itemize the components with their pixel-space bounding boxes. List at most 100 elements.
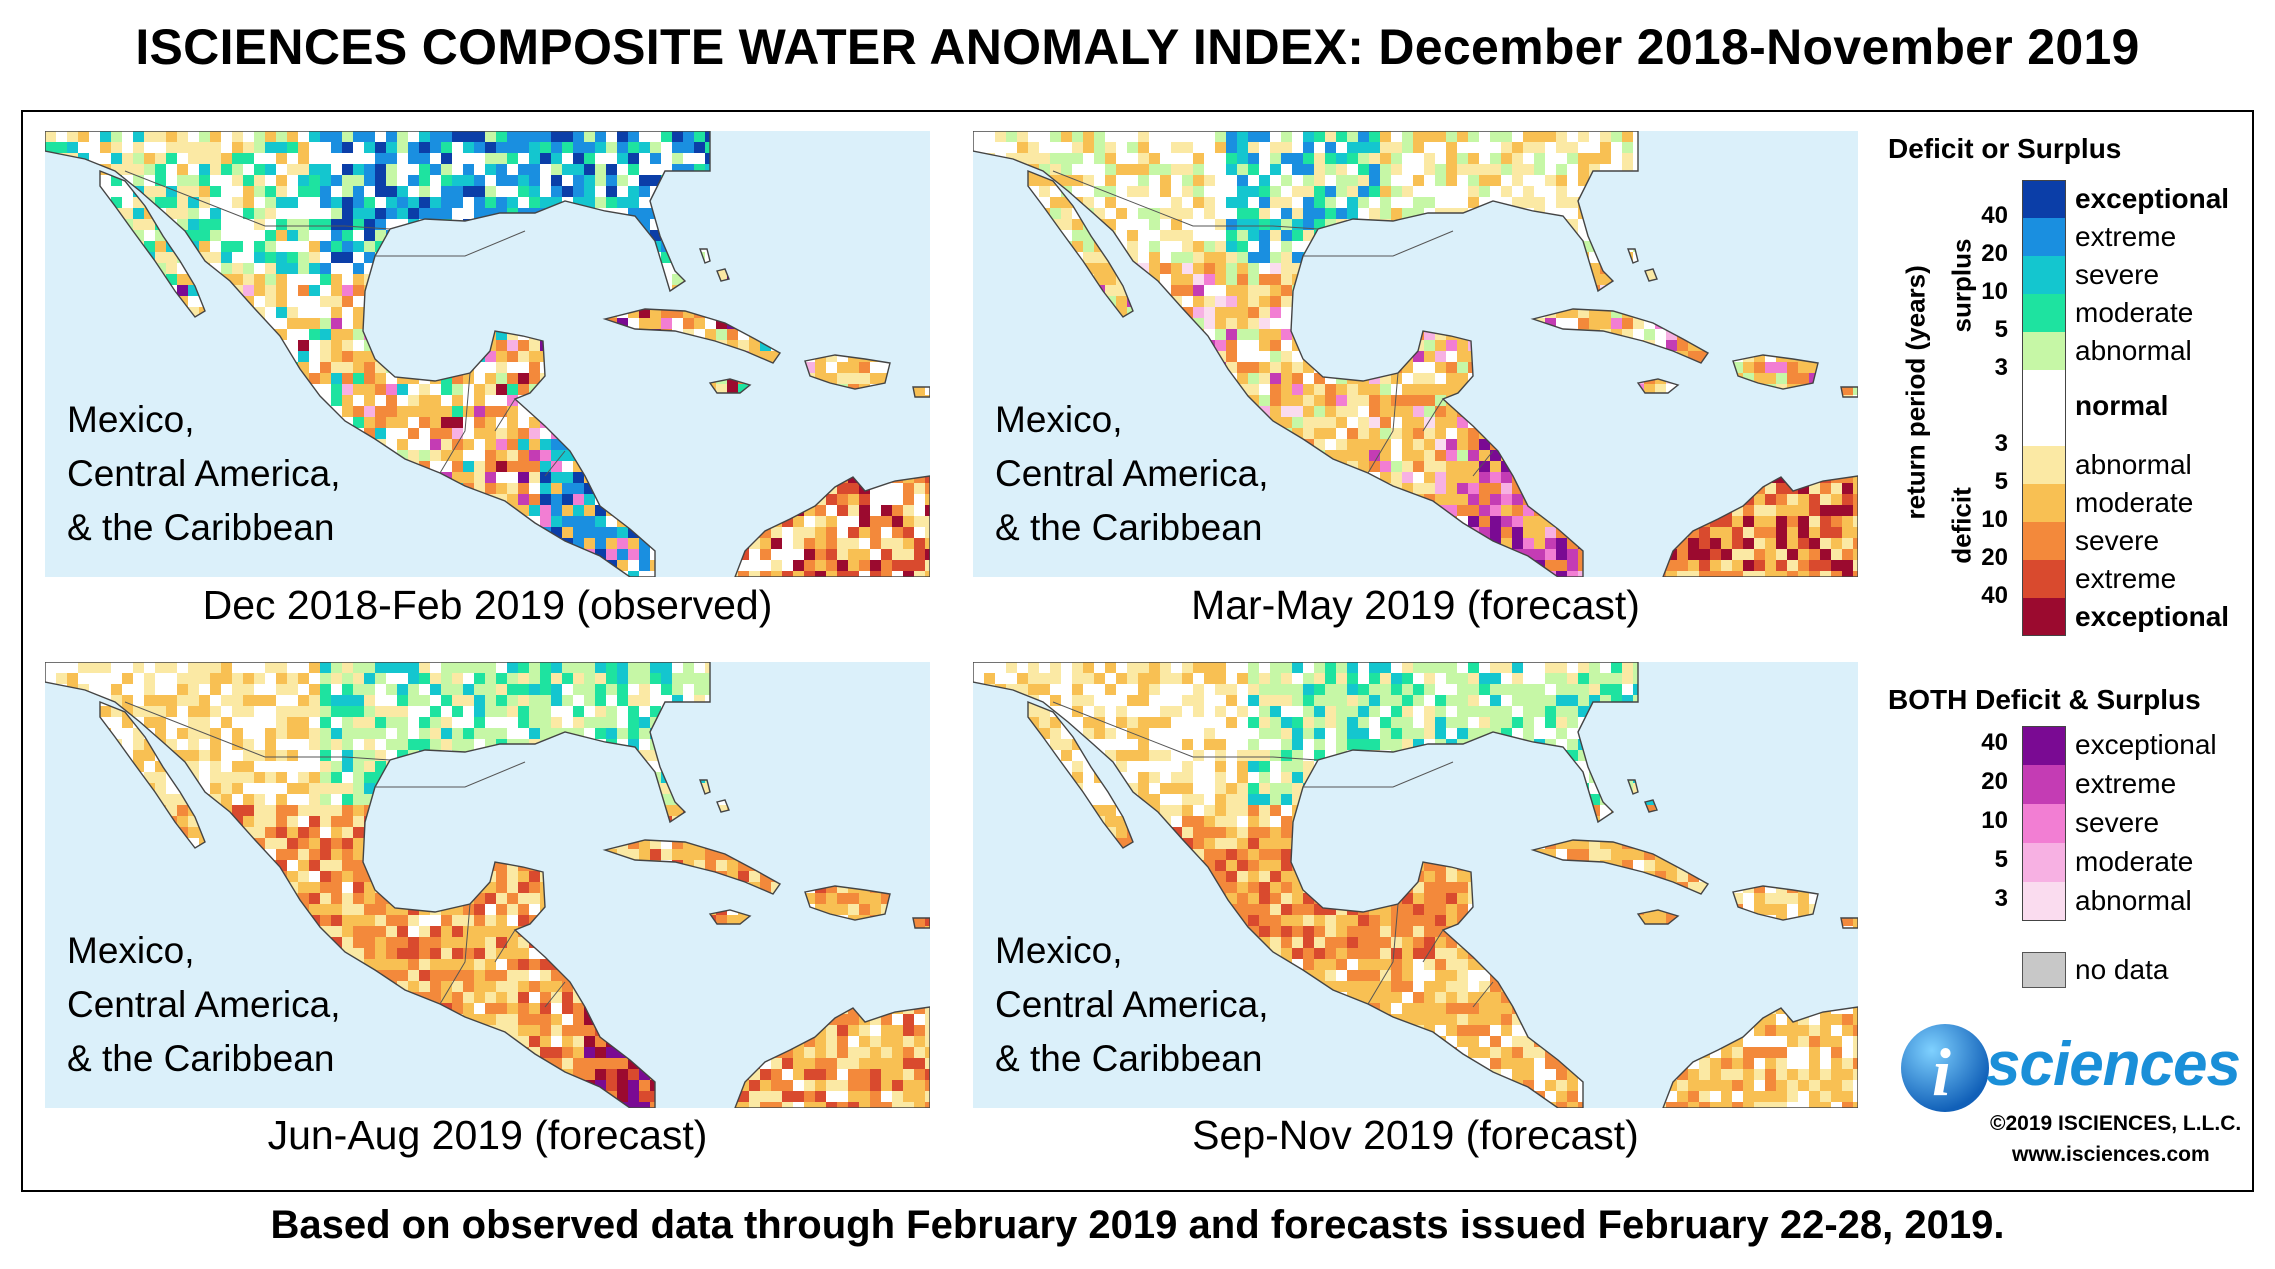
coastline	[708, 378, 752, 394]
coastline	[1662, 475, 1858, 577]
map-panel-jun-aug: Mexico, Central America, & the Caribbean	[45, 662, 930, 1108]
coastline	[1840, 386, 1858, 398]
border-line	[1052, 170, 1319, 230]
legend-both-outline	[2022, 726, 2066, 921]
legend-label-both-exceptional: exceptional	[2075, 729, 2217, 760]
legend-tick-surplus-40: 40	[1981, 202, 2008, 229]
copyright: ©2019 ISCIENCES, L.L.C.	[1990, 1112, 2242, 1135]
legend-label-surplus-exceptional: exceptional	[2075, 183, 2230, 214]
legend-swatch-deficit-moderate	[2022, 484, 2066, 522]
panel-caption-dec-feb: Dec 2018-Feb 2019 (observed)	[202, 582, 773, 628]
legend-tick-deficit-5: 5	[1994, 468, 2008, 495]
page-title: ISCIENCES COMPOSITE WATER ANOMALY INDEX:…	[135, 19, 2140, 75]
legend-label-deficit-extreme: extreme	[2075, 563, 2177, 594]
coastline	[734, 1006, 930, 1108]
coastline	[708, 909, 752, 925]
map-region-label: Mexico, Central America, & the Caribbean	[995, 930, 1269, 1079]
map-panel-mar-may: Mexico, Central America, & the Caribbean	[973, 131, 1858, 577]
border-line	[1052, 701, 1319, 761]
map-canvas	[973, 662, 1858, 1108]
no-data-swatch	[2022, 952, 2066, 988]
border-line	[1303, 761, 1454, 788]
coastline	[804, 885, 891, 921]
coastline	[1644, 799, 1658, 813]
coastline	[45, 131, 711, 577]
legend-label-both-abnormal: abnormal	[2075, 885, 2192, 916]
legend-swatch-surplus-moderate	[2022, 294, 2066, 332]
coastline	[99, 700, 206, 849]
map-region-label: Mexico, Central America, & the Caribbean	[67, 930, 341, 1079]
coastline	[912, 386, 930, 398]
legend-swatch-surplus-abnormal	[2022, 332, 2066, 370]
border-line	[494, 929, 516, 963]
legend-tick-surplus-5: 5	[1994, 316, 2008, 343]
legend-swatch-surplus-exceptional	[2022, 180, 2066, 218]
no-data-label: no data	[2075, 954, 2169, 985]
website-url[interactable]: www.isciences.com	[2012, 1143, 2210, 1166]
legend-tick-deficit-20: 20	[1981, 544, 2008, 571]
coastline	[1732, 885, 1819, 921]
coastline	[1732, 354, 1819, 390]
border-line	[1422, 929, 1444, 963]
logo-text: sciences	[1986, 1030, 2241, 1099]
border-line	[1422, 398, 1444, 432]
legend-tick-both-10: 10	[1981, 807, 2008, 834]
border-line	[1472, 450, 1494, 477]
legend-tick-deficit-3: 3	[1994, 430, 2008, 457]
legend-tick-deficit-40: 40	[1981, 582, 2008, 609]
legend-label-surplus-abnormal: abnormal	[2075, 335, 2192, 366]
legend-swatch-deficit-exceptional	[2022, 598, 2066, 636]
legend-swatch-deficit-severe	[2022, 522, 2066, 560]
legend-label-deficit-exceptional: exceptional	[2075, 601, 2230, 632]
coastline	[716, 268, 730, 282]
footer-note: Based on observed data through February …	[270, 1203, 2005, 1247]
return-period-axis-label: return period (years)	[1900, 265, 1931, 520]
legend-label-both-extreme: extreme	[2075, 768, 2177, 799]
map-canvas	[45, 131, 930, 577]
coastline	[716, 799, 730, 813]
legend-swatch-both-abnormal	[2022, 882, 2066, 921]
border-line	[124, 701, 391, 761]
border-line	[439, 903, 471, 1005]
border-line	[375, 761, 526, 788]
legend-tick-both-5: 5	[1994, 846, 2008, 873]
coastline	[734, 475, 930, 577]
panel-caption-mar-may: Mar-May 2019 (forecast)	[1191, 582, 1640, 628]
coastline	[1636, 909, 1680, 925]
legend-tick-both-3: 3	[1994, 885, 2008, 912]
legend-swatch-normal	[2022, 370, 2066, 446]
border-line	[1367, 372, 1399, 474]
map-region-label: Mexico, Central America, & the Caribbean	[995, 399, 1269, 548]
legend-swatch-deficit-abnormal	[2022, 446, 2066, 484]
border-line	[375, 230, 526, 257]
map-panel-sep-nov: Mexico, Central America, & the Caribbean	[973, 662, 1858, 1108]
coastline	[1840, 917, 1858, 929]
legend-label-deficit-severe: severe	[2075, 525, 2160, 556]
coastline	[99, 169, 206, 318]
map-canvas	[45, 662, 930, 1108]
coastline	[45, 662, 711, 1108]
legend-swatch-both-severe	[2022, 804, 2066, 843]
legend-label-normal: normal	[2075, 390, 2169, 421]
coastline	[1627, 248, 1639, 264]
legend-title-deficit-surplus: Deficit or Surplus	[1888, 133, 2122, 164]
figure-frame	[21, 110, 2254, 1192]
coastline	[1627, 779, 1639, 795]
map-panel-dec-feb: Mexico, Central America, & the Caribbean	[45, 131, 930, 577]
coastline	[973, 131, 1639, 577]
logo-globe-icon: i	[1901, 1024, 1989, 1112]
panel-caption-jun-aug: Jun-Aug 2019 (forecast)	[267, 1112, 708, 1158]
legend-tick-deficit-10: 10	[1981, 506, 2008, 533]
legend-label-deficit-moderate: moderate	[2075, 487, 2194, 518]
coastline	[1644, 268, 1658, 282]
coastline	[699, 779, 711, 795]
coastline	[1636, 378, 1680, 394]
legend-label-both-severe: severe	[2075, 807, 2160, 838]
legend-swatch-both-moderate	[2022, 843, 2066, 882]
border-line	[1472, 981, 1494, 1008]
border-line	[439, 372, 471, 474]
border-line	[1303, 230, 1454, 257]
coastline	[1027, 700, 1134, 849]
legend-tick-surplus-20: 20	[1981, 240, 2008, 267]
coastline	[602, 308, 782, 364]
